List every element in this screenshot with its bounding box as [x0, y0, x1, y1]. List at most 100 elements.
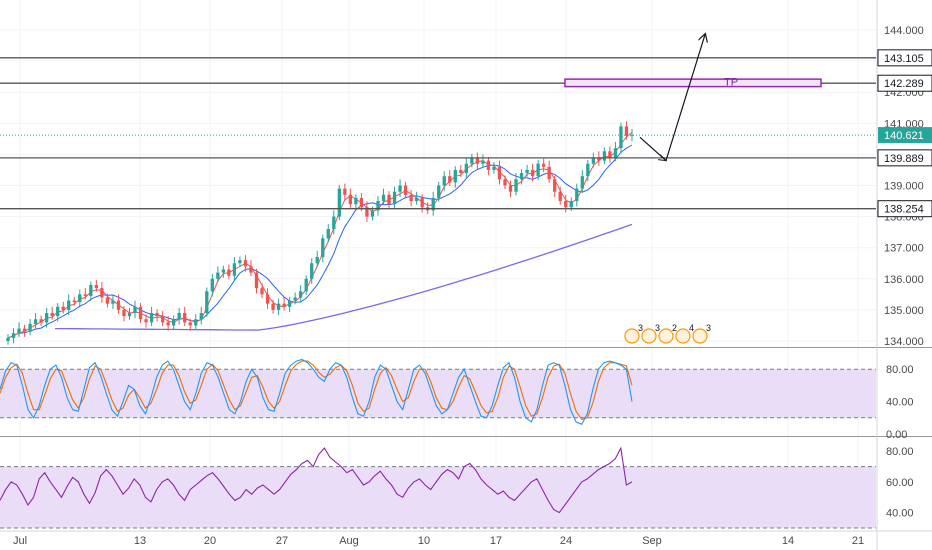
- candle: [265, 288, 270, 309]
- candle: [94, 280, 99, 292]
- candle-body: [337, 188, 341, 217]
- candle: [56, 303, 60, 322]
- candle-body: [370, 210, 375, 217]
- candle: [287, 296, 292, 313]
- candle: [398, 179, 402, 198]
- candle-body: [492, 166, 496, 170]
- candle-body: [265, 294, 270, 304]
- candle-body: [105, 297, 110, 304]
- candle: [293, 292, 297, 305]
- event-count: 3: [706, 323, 711, 333]
- candle: [536, 159, 540, 180]
- time-label: 14: [782, 535, 794, 547]
- candle-body: [470, 157, 474, 164]
- event-icon: [624, 328, 640, 344]
- candle: [586, 159, 590, 182]
- time-label: Jul: [13, 535, 27, 547]
- band-fill: [0, 369, 876, 418]
- time-label: 13: [134, 535, 146, 547]
- price-axis[interactable]: 134.000135.000136.000137.000138.000139.0…: [876, 0, 932, 550]
- candle: [304, 275, 308, 295]
- candle-body: [238, 260, 242, 264]
- price-tick-label: 137.000: [884, 243, 924, 255]
- candle-body: [172, 319, 176, 326]
- price-tick-label: 144.000: [884, 25, 924, 37]
- candle-body: [205, 291, 209, 314]
- candle-body: [89, 285, 93, 296]
- candle-body: [287, 300, 292, 307]
- candle: [470, 153, 474, 168]
- candle-body: [321, 238, 325, 258]
- tp-zone: TP: [564, 77, 822, 89]
- candle-body: [508, 185, 513, 192]
- candle: [553, 175, 557, 198]
- rsi-line: [0, 446, 633, 514]
- candle-body: [50, 313, 54, 317]
- candle-body: [575, 188, 579, 202]
- candle-body: [591, 157, 596, 164]
- candle-body: [144, 319, 148, 323]
- candle-body: [519, 173, 524, 180]
- candle: [475, 152, 480, 170]
- candle-body: [127, 313, 132, 317]
- candle: [321, 234, 325, 263]
- level-price-tag: [877, 200, 932, 218]
- candle-body: [608, 151, 612, 158]
- candle: [133, 300, 137, 319]
- candle-body: [254, 272, 259, 289]
- time-label: 10: [418, 535, 430, 547]
- time-label: Sep: [642, 535, 662, 547]
- candle: [503, 175, 507, 190]
- candle-body: [387, 194, 391, 205]
- event-icon: [641, 328, 657, 344]
- candle: [337, 184, 341, 221]
- candle-body: [586, 163, 590, 177]
- candle: [591, 152, 596, 168]
- candle: [354, 194, 358, 210]
- candle: [78, 289, 82, 308]
- candle: [437, 181, 441, 202]
- candle-body: [459, 169, 463, 174]
- candle: [602, 147, 607, 165]
- candle: [564, 194, 568, 213]
- candle-body: [28, 323, 32, 332]
- candle-body: [221, 269, 226, 273]
- candle: [486, 156, 491, 176]
- candle: [575, 183, 579, 207]
- candle: [282, 297, 286, 311]
- candle-body: [100, 288, 104, 298]
- candle-body: [553, 179, 557, 192]
- candle: [459, 164, 463, 177]
- candle: [431, 191, 435, 216]
- rsi-pane[interactable]: [0, 446, 876, 529]
- candle: [514, 173, 518, 196]
- candle: [166, 316, 170, 331]
- candle-body: [569, 201, 573, 208]
- candle-body: [61, 306, 65, 310]
- candle-body: [464, 163, 468, 174]
- candle-body: [414, 197, 419, 202]
- candle-body: [243, 260, 248, 267]
- candle-body: [78, 294, 82, 303]
- event-icon: [692, 328, 708, 344]
- candle: [580, 169, 584, 193]
- candle: [249, 260, 253, 277]
- candle: [216, 266, 220, 283]
- time-axis[interactable]: Jul 13 20 27 Aug 10 17 24 Sep 14 21: [0, 530, 932, 547]
- candle-body: [547, 166, 551, 180]
- candle: [243, 255, 248, 272]
- candle: [541, 158, 546, 173]
- candle-body: [177, 313, 181, 320]
- candle-body: [453, 169, 457, 183]
- price-pane[interactable]: TP 3 3 2 4 3: [0, 35, 876, 345]
- stoch-tick-label: 0.00: [886, 429, 907, 441]
- candle: [221, 265, 226, 278]
- candle: [387, 191, 391, 210]
- candle: [530, 163, 535, 182]
- candle: [28, 318, 32, 336]
- candle: [155, 309, 159, 322]
- stochastic-pane[interactable]: [0, 358, 876, 426]
- time-label: Aug: [339, 535, 359, 547]
- candle: [232, 257, 237, 281]
